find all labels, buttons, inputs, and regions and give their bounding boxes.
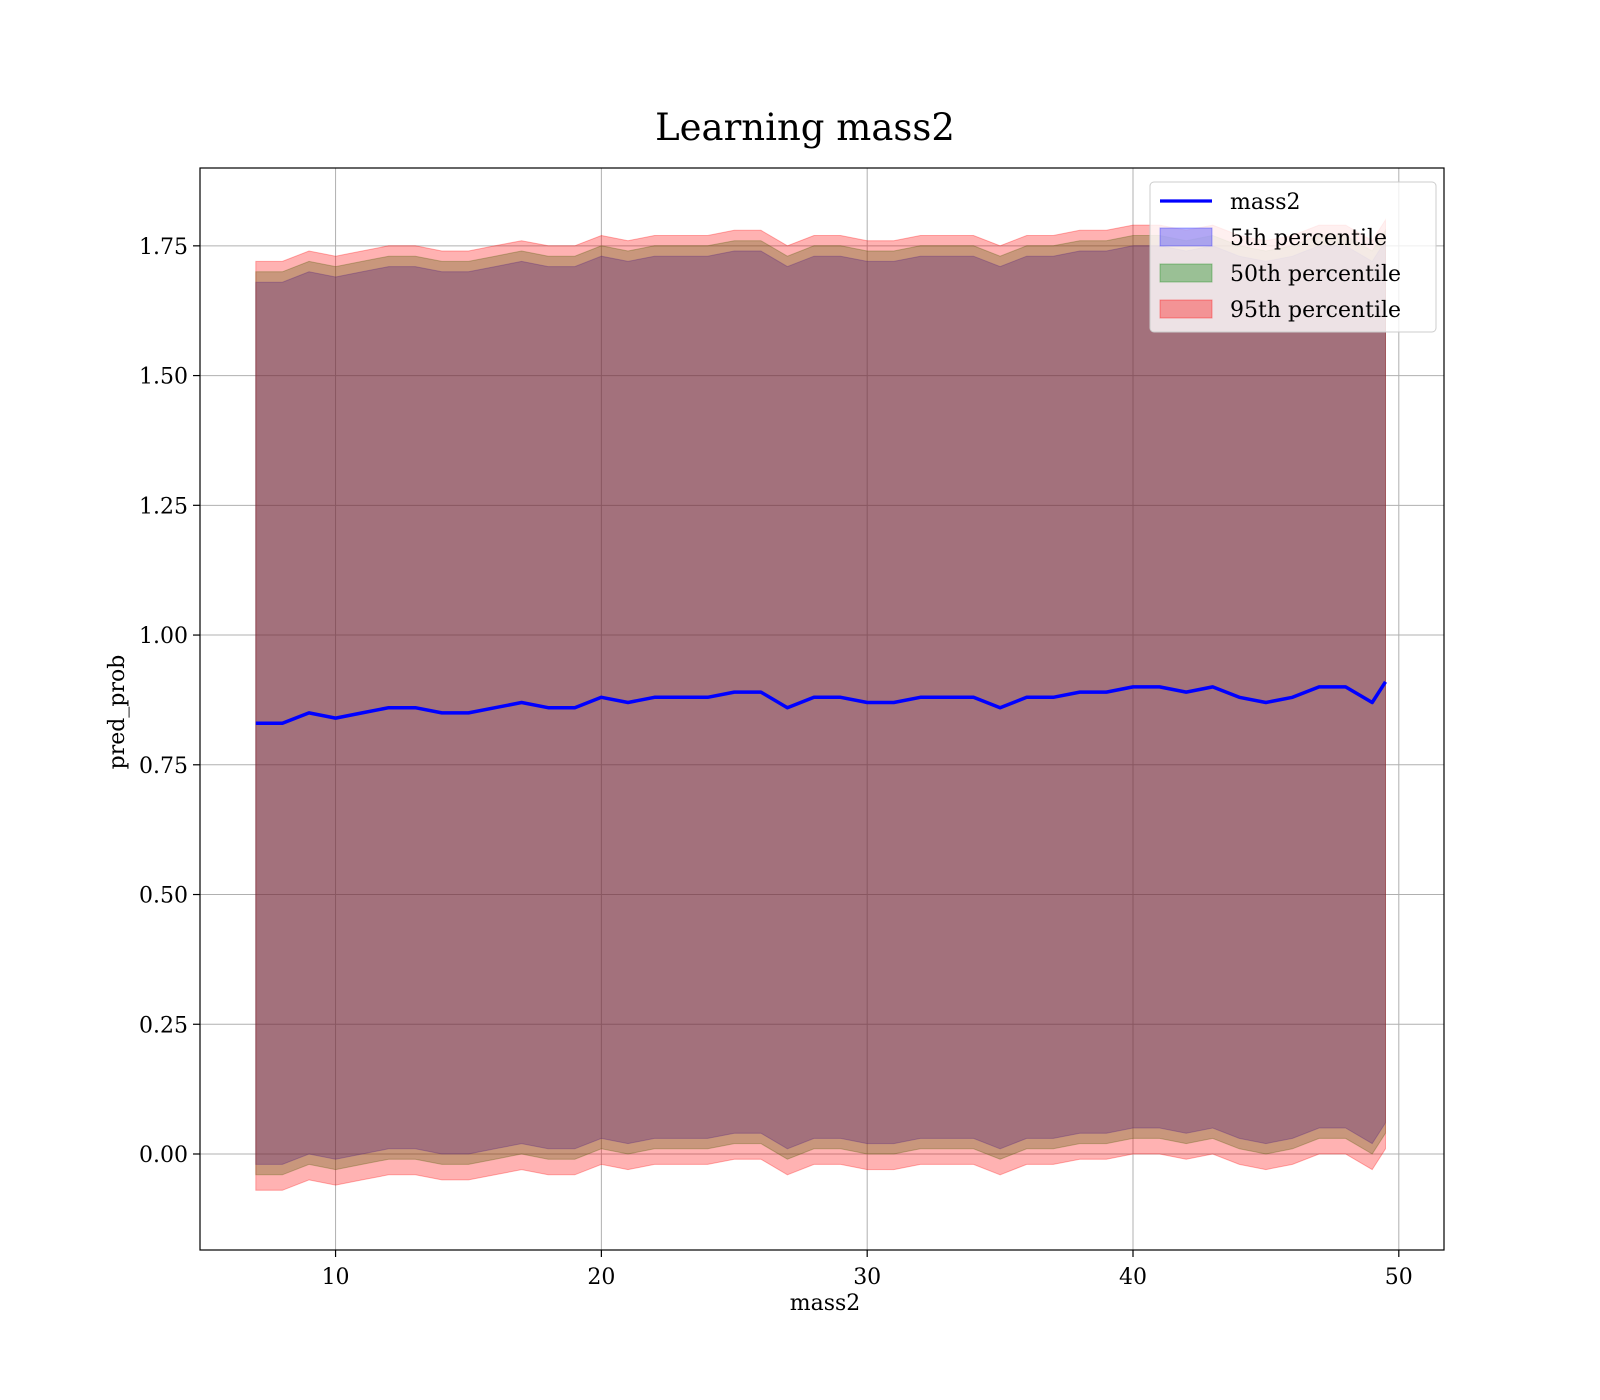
x-axis-ticks: 10 20 30 40 50 bbox=[322, 1250, 1413, 1290]
x-tick-label: 20 bbox=[587, 1265, 615, 1290]
legend-label-5th-percentile: 5th percentile bbox=[1230, 226, 1387, 251]
legend-box bbox=[1149, 181, 1437, 333]
axes-frame bbox=[199, 167, 1445, 1251]
band-50th-percentile bbox=[255, 228, 1386, 1176]
y-tick-label: 1.25 bbox=[139, 494, 188, 519]
y-tick-label: 0.75 bbox=[139, 754, 188, 779]
band-95th-percentile bbox=[255, 218, 1386, 1191]
x-tick-label: 30 bbox=[853, 1265, 881, 1290]
series-line-mass2 bbox=[255, 680, 1387, 726]
x-tick-label: 10 bbox=[322, 1265, 350, 1290]
x-axis-label: mass2 bbox=[790, 1291, 861, 1316]
y-axis-ticks: 0.00 0.25 0.50 0.75 1.00 1.25 1.50 1.75 bbox=[139, 235, 200, 1168]
legend-swatch-95th-percentile bbox=[1159, 299, 1213, 319]
chart-title: Learning mass2 bbox=[655, 106, 955, 149]
legend-label-50th-percentile: 50th percentile bbox=[1230, 262, 1401, 287]
y-tick-label: 1.00 bbox=[139, 624, 188, 649]
y-tick-label: 0.50 bbox=[139, 884, 188, 909]
mass2-line-layer bbox=[255, 680, 1387, 726]
legend-swatch-50th-percentile bbox=[1159, 263, 1213, 283]
legend-swatch-5th-percentile bbox=[1159, 227, 1213, 247]
legend-label-mass2: mass2 bbox=[1230, 190, 1301, 215]
legend-label-95th-percentile: 95th percentile bbox=[1230, 298, 1401, 323]
y-tick-label: 0.00 bbox=[139, 1143, 188, 1168]
y-tick-label: 1.75 bbox=[139, 235, 188, 260]
x-tick-label: 50 bbox=[1385, 1265, 1413, 1290]
y-tick-label: 1.50 bbox=[139, 365, 188, 390]
y-tick-label: 0.25 bbox=[139, 1013, 188, 1038]
percentile-bands bbox=[255, 218, 1386, 1191]
y-axis-label: pred_prob bbox=[105, 655, 130, 770]
x-tick-label: 40 bbox=[1119, 1265, 1147, 1290]
plot-area: 10 20 30 40 50 0.00 0.25 0.50 0.75 1.00 1.25 1.50 1… bbox=[139, 167, 1445, 1290]
legend: mass2 5th percentile 50th percentile 95t… bbox=[1149, 181, 1437, 333]
band-5th-percentile bbox=[255, 238, 1386, 1165]
